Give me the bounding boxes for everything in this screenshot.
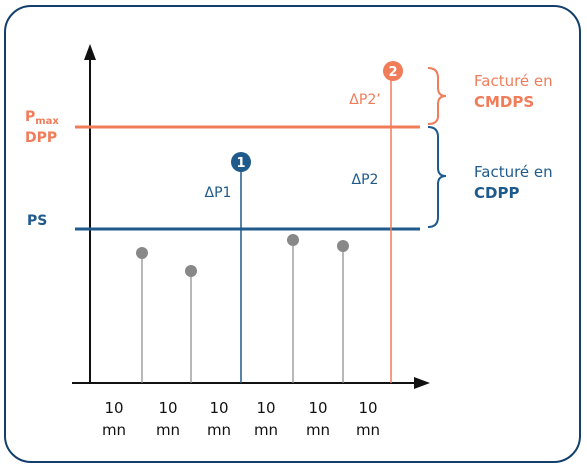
x-tick-line1: 10 bbox=[308, 399, 327, 417]
x-tick-line2: mn bbox=[254, 421, 278, 439]
point-5 bbox=[337, 240, 349, 252]
x-tick-line1: 10 bbox=[104, 399, 123, 417]
cmdps-bottom-label: CMDPS bbox=[474, 93, 534, 111]
badge-2 bbox=[383, 61, 403, 81]
x-tick-line2: mn bbox=[102, 421, 126, 439]
x-tick-line1: 10 bbox=[158, 399, 177, 417]
point-4 bbox=[287, 234, 299, 246]
dp2-prime-label: ΔP2’ bbox=[349, 92, 380, 108]
x-tick-line2: mn bbox=[306, 421, 330, 439]
badge-2-number: 2 bbox=[388, 65, 397, 80]
dp2-label: ΔP2 bbox=[352, 172, 379, 188]
y-axis-arrow bbox=[84, 44, 96, 60]
badge-1-number: 1 bbox=[236, 156, 245, 171]
x-tick-labels: 10 mn 10 mn 10 mn 10 mn 10 mn 10 mn bbox=[102, 399, 380, 439]
x-tick-line1: 10 bbox=[209, 399, 228, 417]
cdpp-top-label: Facturé en bbox=[474, 163, 553, 181]
brace-cdpp bbox=[427, 126, 447, 228]
x-tick-line1: 10 bbox=[256, 399, 275, 417]
x-axis-arrow bbox=[414, 377, 430, 389]
cdpp-bottom-label: CDPP bbox=[474, 184, 519, 202]
pmax-label: Pmax bbox=[25, 109, 59, 127]
x-tick-line2: mn bbox=[156, 421, 180, 439]
badge-1 bbox=[231, 152, 251, 172]
dp1-label: ΔP1 bbox=[205, 185, 232, 201]
x-tick-line2: mn bbox=[207, 421, 231, 439]
point-1 bbox=[136, 247, 148, 259]
brace-cmdps bbox=[427, 67, 447, 125]
point-2 bbox=[185, 265, 197, 277]
dpp-label: DPP bbox=[25, 130, 57, 146]
x-tick-line1: 10 bbox=[358, 399, 377, 417]
cmdps-top-label: Facturé en bbox=[474, 72, 553, 90]
ps-label: PS bbox=[27, 213, 47, 229]
x-tick-line2: mn bbox=[356, 421, 380, 439]
